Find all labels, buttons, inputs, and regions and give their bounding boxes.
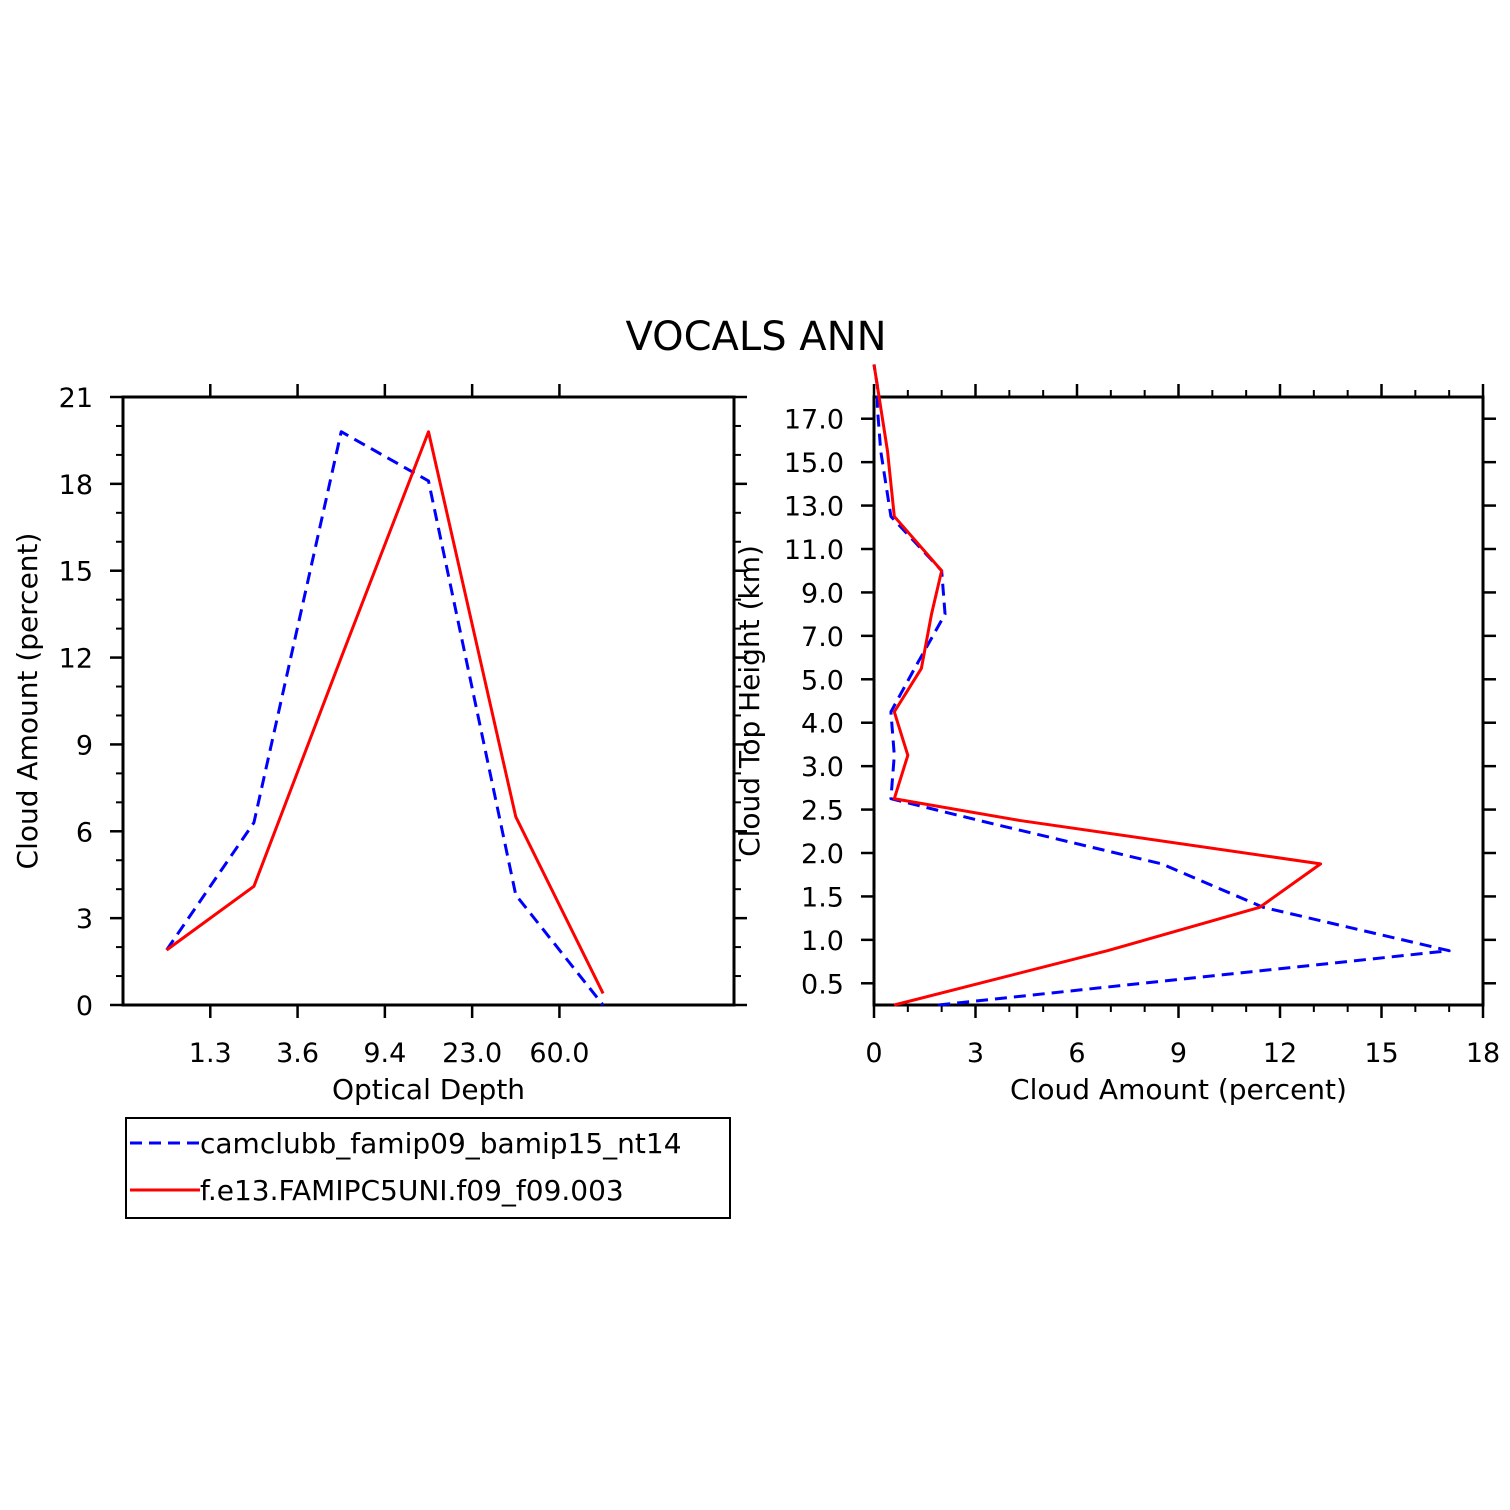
- x-axis-label-2: Cloud Amount (percent): [1010, 1073, 1347, 1106]
- y-tick-label-2: 1.0: [801, 926, 844, 957]
- y-tick-label-1: 18: [59, 470, 93, 501]
- x-tick-label-2: 6: [1068, 1038, 1085, 1069]
- y-tick-label-2: 2.0: [801, 839, 844, 870]
- x-tick-label-2: 15: [1364, 1038, 1398, 1069]
- y-tick-label-2: 13.0: [784, 492, 844, 523]
- y-tick-label-2: 15.0: [784, 448, 844, 479]
- legend: camclubb_famip09_bamip15_nt14 f.e13.FAMI…: [125, 1117, 731, 1219]
- y-tick-label-2: 7.0: [801, 622, 844, 653]
- plot-frame-1: [121, 395, 736, 1007]
- series-line-fe13-1: [165, 430, 605, 995]
- y-tick-label-1: 21: [59, 383, 93, 414]
- series-line-camclubb-2: [872, 364, 1451, 1007]
- x-tick-label-2: 18: [1466, 1038, 1500, 1069]
- x-tick-label-1: 9.4: [363, 1038, 406, 1069]
- y-tick-label-1: 9: [76, 730, 93, 761]
- x-axis-label-1: Optical Depth: [332, 1073, 525, 1106]
- y-tick-label-1: 6: [76, 817, 93, 848]
- y-tick-label-1: 3: [76, 904, 93, 935]
- y-tick-label-2: 9.0: [801, 578, 844, 609]
- x-tick-label-2: 3: [967, 1038, 984, 1069]
- y-tick-label-2: 2.5: [801, 796, 844, 827]
- x-tick-label-1: 3.6: [276, 1038, 319, 1069]
- y-tick-label-1: 12: [59, 644, 93, 675]
- y-tick-label-2: 17.0: [784, 405, 844, 436]
- y-tick-label-1: 15: [59, 557, 93, 588]
- plot-frame-2: [872, 395, 1485, 1007]
- y-tick-label-2: 4.0: [801, 709, 844, 740]
- legend-label-fe13: f.e13.FAMIPC5UNI.f09_f09.003: [200, 1174, 624, 1207]
- y-axis-label-2: Cloud Top Height (km): [733, 545, 766, 857]
- x-tick-label-1: 1.3: [189, 1038, 232, 1069]
- series-line-camclubb-1: [165, 430, 605, 1006]
- x-tick-label-1: 23.0: [442, 1038, 502, 1069]
- y-axis-label-1: Cloud Amount (percent): [11, 533, 44, 870]
- x-tick-label-2: 0: [865, 1038, 882, 1069]
- y-tick-label-2: 1.5: [801, 882, 844, 913]
- x-tick-label-1: 60.0: [529, 1038, 589, 1069]
- series-line-fe13-2: [872, 364, 1323, 1007]
- y-tick-label-2: 0.5: [801, 969, 844, 1000]
- y-tick-label-1: 0: [76, 991, 93, 1022]
- x-tick-label-2: 9: [1170, 1038, 1187, 1069]
- cloud-top-height-panel: 0 3 6 9 12 15 18 0.5 1.0 1.5 2.0 2.5 3.0 4.0 5.0 7.0 9.0…: [733, 364, 1500, 1106]
- y-tick-label-2: 3.0: [801, 752, 844, 783]
- figure-title: VOCALS ANN: [625, 314, 886, 360]
- y-tick-label-2: 11.0: [784, 535, 844, 566]
- x-tick-label-2: 12: [1263, 1038, 1297, 1069]
- y-tick-label-2: 5.0: [801, 665, 844, 696]
- legend-label-camclubb: camclubb_famip09_bamip15_nt14: [200, 1127, 682, 1160]
- legend-frame: [125, 1117, 731, 1219]
